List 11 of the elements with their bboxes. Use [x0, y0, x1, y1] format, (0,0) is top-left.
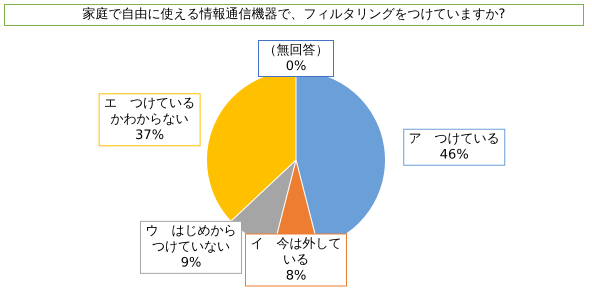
data-label: 46% — [440, 148, 469, 163]
slice-label: イ 今は外している — [250, 236, 342, 268]
category-label: （無回答） — [264, 42, 328, 58]
data-label: 8% — [286, 268, 306, 284]
chart-title: 家庭で自由に使える情報通信機器で、フィルタリングをつけていますか? — [4, 4, 584, 26]
data-label: 37% — [135, 128, 164, 144]
data-label: 9% — [180, 256, 202, 271]
text: 0% — [286, 58, 306, 74]
slice-label: ウ はじめからつけていない — [146, 224, 236, 255]
slice-label: ア つけている — [408, 132, 500, 147]
slice-label: エ つけているかわからない — [104, 96, 196, 128]
